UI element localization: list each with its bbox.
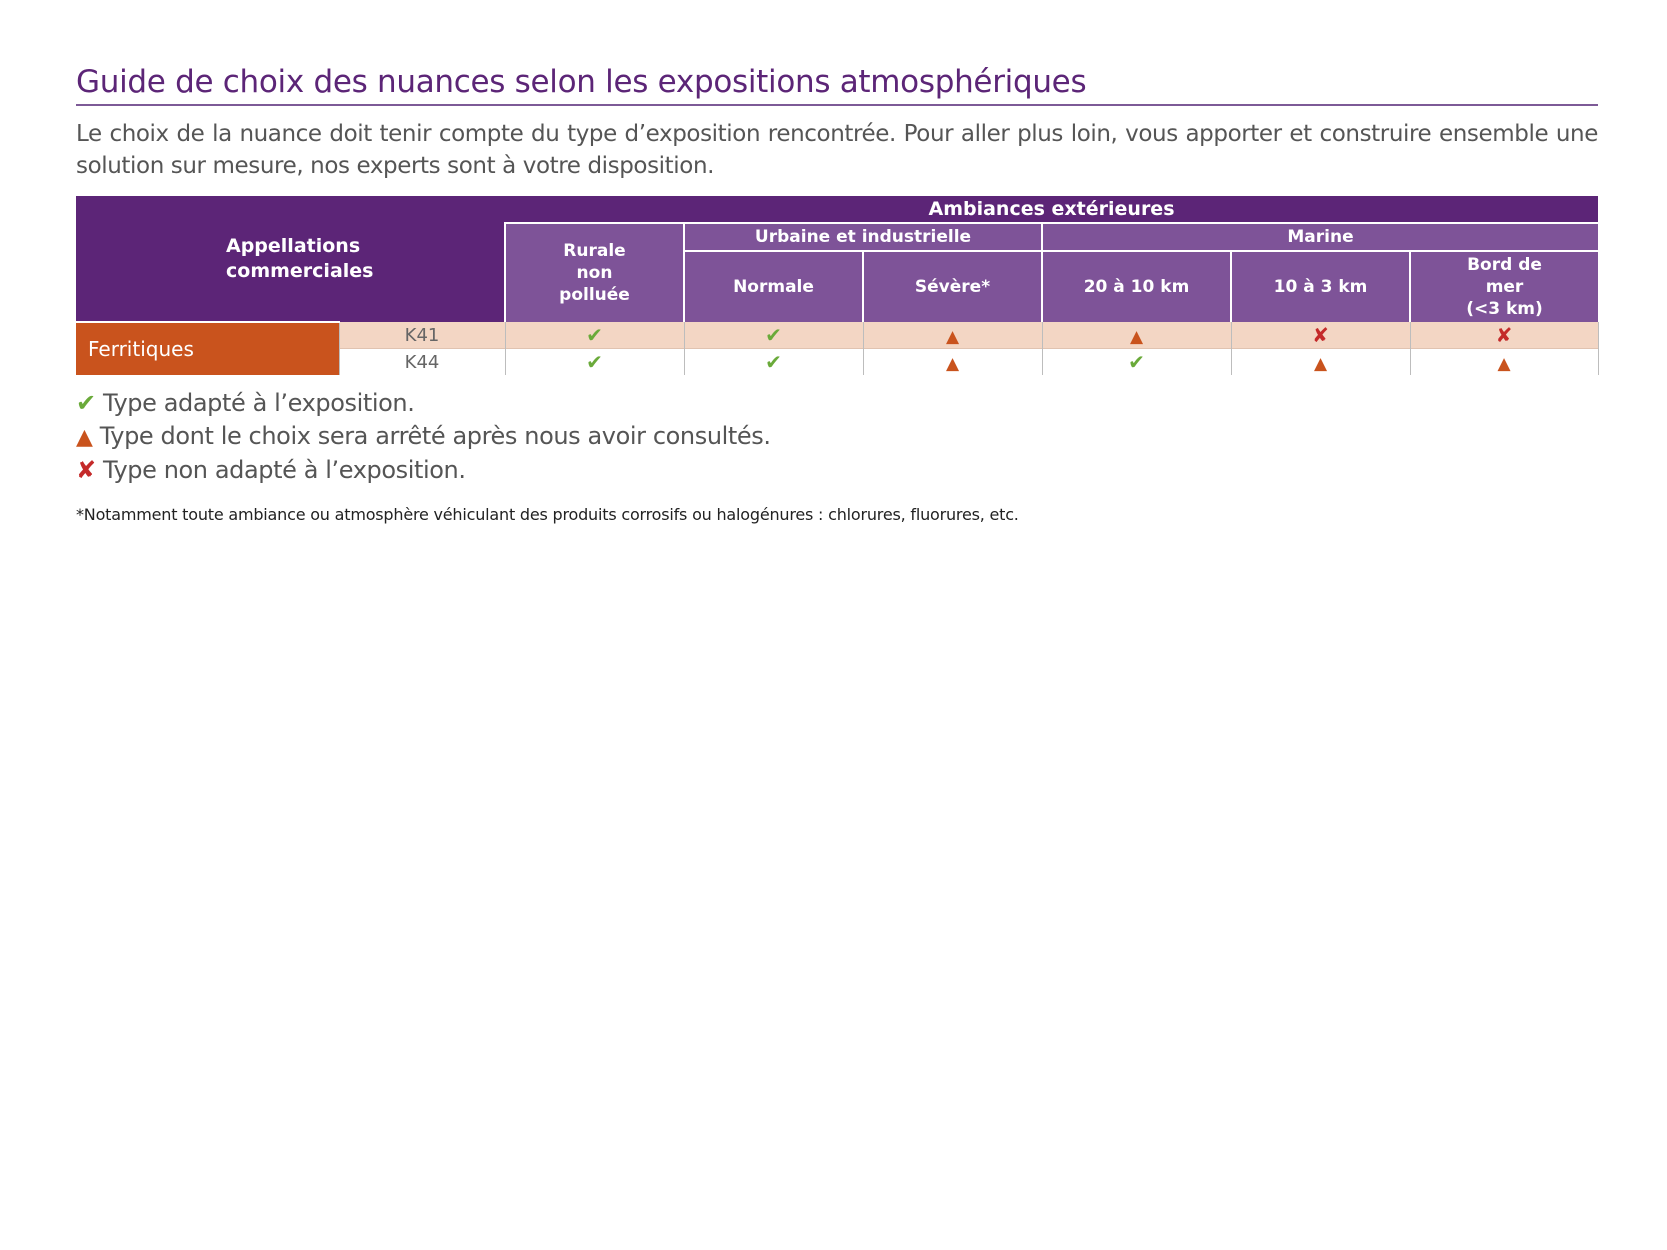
cell-k44-20-10-km: ✔ [1041,348,1231,375]
warning-triangle-icon: ▲ [945,327,960,347]
warning-triangle-icon: ▲ [1497,354,1511,374]
cell-k44-severe: ▲ [862,348,1042,375]
warning-triangle-icon: ▲ [76,425,93,450]
header-marine: Marine [1040,222,1599,251]
exposure-guide-table: Appellations commerciales Ambiances exté… [76,196,1599,375]
check-icon: ✔ [586,350,603,374]
page-title: Guide de choix des nuances selon les exp… [76,62,1598,106]
legend-item-consult: ▲ Type dont le choix sera arrêté après n… [76,420,1598,454]
check-icon: ✔ [76,389,96,417]
family-ferritiques: Ferritiques [76,321,339,375]
check-icon: ✔ [1128,350,1145,374]
cross-icon: ✘ [1312,323,1329,347]
cell-k41-normale: ✔ [683,322,863,349]
check-icon: ✔ [765,323,782,347]
legend-item-not-adapted: ✘ Type non adapté à l’exposition. [76,454,1598,487]
header-normale: Normale [683,250,863,322]
cell-k41-20-10-km: ▲ [1041,322,1231,349]
warning-triangle-icon: ▲ [1129,327,1144,347]
legend: ✔ Type adapté à l’exposition. ▲ Type don… [76,387,1598,487]
table-row-k41: Ferritiques K41 ✔ ✔ ▲ ▲ ✘ ✘ [76,321,1599,375]
cell-k44-10-3-km: ▲ [1230,348,1410,375]
header-severe: Sévère* [862,250,1042,322]
table-row-k44: K44 ✔ ✔ ▲ ✔ ▲ ▲ [76,348,1599,375]
warning-triangle-icon: ▲ [1313,354,1328,374]
cross-icon: ✘ [1495,323,1513,347]
intro-paragraph: Le choix de la nuance doit tenir compte … [76,121,1598,179]
cross-icon: ✘ [76,456,96,484]
cell-k44-rurale: ✔ [504,348,684,375]
cell-k41-rurale: ✔ [504,322,684,349]
cell-k41-severe: ▲ [862,322,1042,349]
legend-item-adapted: ✔ Type adapté à l’exposition. [76,387,1598,420]
header-rurale: Rurale non polluée [504,222,684,322]
warning-triangle-icon: ▲ [945,354,960,374]
header-ambiances-exterieures: Ambiances extérieures [505,196,1599,223]
header-bord-de-mer: Bord de mer (<3 km) [1408,250,1599,322]
legend-text: Type adapté à l’exposition. [102,389,415,417]
grade-k44: K44 [338,348,505,375]
header-10-3-km: 10 à 3 km [1230,250,1410,322]
grade-k41: K41 [338,322,505,349]
cell-k41-bord-de-mer: ✘ [1409,322,1599,349]
cell-k44-bord-de-mer: ▲ [1409,348,1599,375]
check-icon: ✔ [765,350,782,374]
cell-k41-10-3-km: ✘ [1230,322,1410,349]
check-icon: ✔ [586,323,603,347]
legend-text: Type non adapté à l’exposition. [102,456,466,484]
cell-k44-normale: ✔ [683,348,863,375]
header-20-10-km: 20 à 10 km [1041,250,1231,322]
header-appellations: Appellations commerciales [76,196,505,322]
document-page: Guide de choix des nuances selon les exp… [76,62,1599,524]
footnote: *Notamment toute ambiance ou atmosphère … [76,505,1019,524]
header-urbaine-industrielle: Urbaine et industrielle [683,222,1042,251]
legend-text: Type dont le choix sera arrêté après nou… [99,422,771,450]
